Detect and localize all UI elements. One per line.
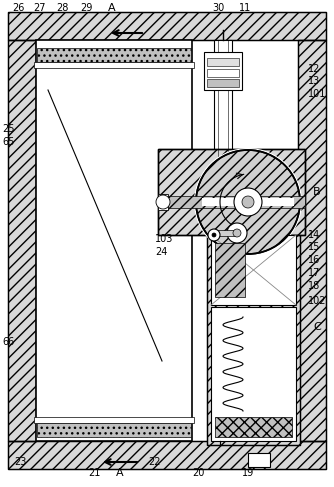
Text: 15: 15	[308, 242, 320, 252]
Bar	[207, 235, 300, 445]
Text: 22: 22	[148, 457, 161, 467]
Text: 16: 16	[308, 255, 320, 265]
Circle shape	[194, 148, 302, 256]
Bar	[204, 52, 242, 90]
Circle shape	[242, 196, 254, 208]
Text: 26: 26	[12, 3, 24, 13]
Bar	[214, 40, 232, 257]
Bar	[211, 235, 296, 305]
Bar	[8, 441, 326, 469]
Text: 28: 28	[56, 3, 68, 13]
Bar	[36, 40, 192, 441]
Text: 19: 19	[242, 468, 254, 478]
Bar	[215, 243, 245, 297]
Bar	[207, 58, 239, 66]
Bar	[248, 453, 270, 467]
Circle shape	[196, 150, 300, 254]
Circle shape	[156, 195, 170, 209]
Circle shape	[233, 229, 241, 237]
Text: 12: 12	[308, 64, 320, 74]
Text: 17: 17	[308, 268, 320, 278]
Text: 11: 11	[239, 3, 251, 13]
Text: 20: 20	[192, 468, 204, 478]
Bar	[37, 423, 191, 437]
Bar	[8, 12, 326, 40]
Text: 101: 101	[308, 89, 326, 99]
Bar	[8, 40, 36, 441]
Text: 30: 30	[212, 3, 224, 13]
Text: 27: 27	[34, 3, 46, 13]
Text: 103: 103	[155, 234, 173, 244]
Text: C: C	[313, 322, 321, 332]
Bar	[158, 149, 305, 235]
Text: 102: 102	[308, 296, 327, 306]
Bar	[34, 62, 194, 68]
Text: 21: 21	[88, 468, 100, 478]
Bar	[34, 417, 194, 423]
Bar	[298, 40, 326, 441]
Bar	[207, 79, 239, 87]
Circle shape	[234, 188, 262, 216]
Circle shape	[208, 229, 220, 241]
Text: A: A	[116, 468, 124, 478]
Bar	[158, 194, 168, 210]
Text: 14: 14	[308, 230, 320, 240]
Text: 66: 66	[2, 337, 14, 347]
Text: 18: 18	[308, 281, 320, 291]
Bar	[158, 149, 305, 235]
Text: 25: 25	[2, 124, 14, 134]
Bar	[8, 40, 36, 441]
Text: A: A	[108, 3, 116, 13]
Bar	[298, 40, 326, 441]
Bar	[207, 235, 300, 445]
Bar	[37, 48, 191, 62]
Bar	[158, 196, 305, 208]
Circle shape	[227, 223, 247, 243]
Bar	[8, 12, 326, 40]
Bar	[217, 230, 237, 236]
Bar	[8, 441, 326, 469]
Bar	[211, 307, 296, 441]
Text: B: B	[313, 187, 321, 197]
Text: 24: 24	[155, 247, 167, 257]
Text: 13: 13	[308, 76, 320, 86]
Circle shape	[212, 233, 216, 237]
Text: 65: 65	[2, 137, 14, 147]
Bar	[215, 417, 292, 437]
Text: 29: 29	[80, 3, 92, 13]
Bar	[202, 198, 294, 206]
Bar	[207, 69, 239, 77]
Text: 23: 23	[14, 457, 26, 467]
